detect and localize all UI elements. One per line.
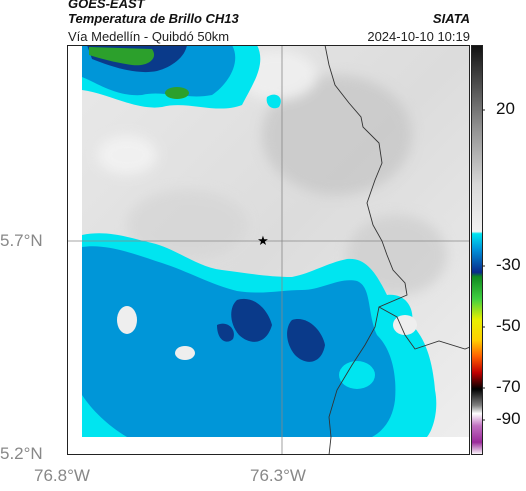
northwest-cloud [82,45,281,109]
colorbar-label-m30: -30 [496,255,521,274]
colorbar-label-m50: -50 [496,316,521,335]
border-line-1 [324,45,408,455]
colorbar-label-m70: -70 [496,377,521,396]
lat-label-5-7: 5.7°N [0,231,43,250]
datetime-label: 2024-10-10 10:19 [367,29,470,44]
southern-cloud-band [82,233,437,437]
brightness-temperature-map: ★ [67,45,470,455]
route-subtitle: Vía Medellín - Quibdó 50km [68,29,230,44]
colorbar-label-m90: -90 [496,409,521,428]
map-frame [67,45,470,455]
lon-label-76-8: 76.8°W [34,466,90,485]
border-line-2 [378,306,470,350]
agency-label: SIATA [432,11,470,26]
lon-label-76-3: 76.3°W [250,466,306,485]
lat-label-5-2: 5.2°N [0,444,43,463]
colorbar [471,45,485,455]
satellite-title: GOES-EAST [68,0,145,11]
data-field [82,45,470,437]
colorbar-label-20: 20 [496,99,515,118]
location-marker: ★ [257,233,269,248]
product-title: Temperatura de Brillo CH13 [68,11,239,26]
band-gaps [117,306,417,389]
